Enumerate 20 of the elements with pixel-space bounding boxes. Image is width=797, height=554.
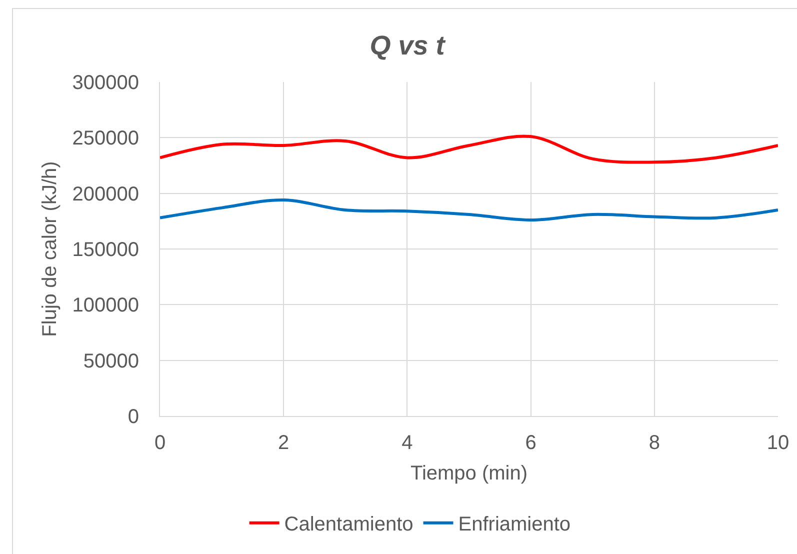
y-tick-label: 100000 xyxy=(72,294,139,317)
y-tick-label: 150000 xyxy=(72,239,139,261)
y-tick-label: 0 xyxy=(128,406,139,428)
chart-title: Q vs t xyxy=(370,30,446,60)
y-tick-label: 300000 xyxy=(72,72,139,94)
line-series xyxy=(160,134,778,164)
y-tick-label: 50000 xyxy=(83,350,139,372)
x-tick-label: 4 xyxy=(402,432,413,454)
x-tick-label: 6 xyxy=(525,432,536,454)
y-tick-label: 250000 xyxy=(72,128,139,150)
x-tick-label: 8 xyxy=(648,432,660,454)
x-tick-label: 10 xyxy=(766,432,790,454)
legend-label: Calentamiento xyxy=(284,514,414,536)
y-tick-label: 200000 xyxy=(72,183,139,206)
x-tick-label: 0 xyxy=(154,432,166,454)
legend-label: Enfriamiento xyxy=(458,514,571,536)
line-series xyxy=(160,198,778,222)
x-axis-title: Tiempo (min) xyxy=(410,462,528,484)
x-tick-label: 2 xyxy=(278,432,290,454)
y-axis-title: Flujo de calor (kJ/h) xyxy=(38,161,61,337)
